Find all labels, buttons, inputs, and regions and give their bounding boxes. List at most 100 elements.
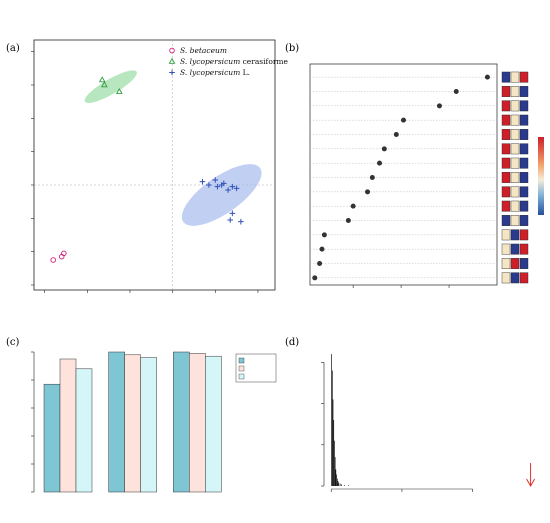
heatmap-cell bbox=[510, 129, 520, 140]
heatmap-cell bbox=[501, 215, 511, 226]
bar bbox=[124, 354, 141, 493]
heatmap-cell bbox=[501, 172, 511, 183]
panel-label-b: (b) bbox=[285, 43, 299, 54]
legend-species: S. betaceum bbox=[180, 46, 227, 55]
confidence-ellipse bbox=[181, 164, 262, 226]
heatmap-cell bbox=[510, 229, 520, 241]
histogram-bin bbox=[331, 370, 333, 486]
data-dot bbox=[381, 146, 387, 152]
legend-suffix: cerasiforme bbox=[240, 57, 288, 66]
data-point bbox=[214, 183, 221, 190]
bar bbox=[140, 357, 157, 493]
heatmap-cell bbox=[519, 272, 529, 284]
data-dot bbox=[393, 132, 399, 137]
plot-frame bbox=[33, 39, 276, 291]
confidence-ellipse bbox=[84, 70, 137, 103]
heatmap-cell bbox=[501, 200, 511, 212]
legend-suffix: L. bbox=[240, 68, 250, 77]
heatmap-cell bbox=[519, 229, 529, 241]
heatmap-cell bbox=[519, 186, 529, 198]
data-dot bbox=[345, 218, 351, 223]
histogram-bin bbox=[337, 481, 339, 486]
data-point bbox=[58, 253, 65, 260]
heatmap-cell bbox=[519, 100, 529, 112]
heatmap-cell bbox=[519, 71, 529, 83]
data-point bbox=[218, 182, 225, 188]
observed-arrow-head bbox=[526, 478, 536, 488]
heatmap-cell bbox=[501, 272, 511, 284]
legend-marker bbox=[169, 47, 175, 54]
histogram-bin bbox=[343, 485, 345, 486]
histogram-bin bbox=[336, 478, 338, 486]
bar bbox=[173, 351, 190, 493]
legend-entry: S. lycopersicum cerasiforme bbox=[180, 57, 289, 66]
histogram-bin bbox=[331, 354, 332, 486]
heatmap-cell bbox=[510, 186, 520, 198]
data-point bbox=[229, 210, 236, 217]
plot-frame bbox=[309, 63, 498, 286]
data-dot bbox=[321, 232, 327, 238]
panel-label-c: (c) bbox=[6, 337, 20, 348]
data-dot bbox=[484, 74, 490, 80]
histogram-bin bbox=[348, 485, 349, 486]
color-scale-bar bbox=[538, 137, 544, 215]
heatmap-cell bbox=[519, 129, 529, 140]
heatmap-cell bbox=[501, 258, 511, 269]
heatmap-cell bbox=[519, 215, 529, 226]
bar-chart-panel bbox=[31, 351, 277, 493]
legend-species: S. lycopersicum bbox=[180, 57, 240, 66]
heatmap-cell bbox=[510, 71, 520, 83]
histogram-bin bbox=[336, 474, 337, 486]
heatmap-cell bbox=[501, 229, 511, 241]
histogram-bin bbox=[334, 457, 336, 486]
heatmap-cell bbox=[519, 86, 529, 97]
dot-heatmap-panel bbox=[309, 63, 544, 288]
data-dot bbox=[401, 117, 406, 123]
histogram-bin bbox=[335, 469, 337, 486]
histogram-bin bbox=[333, 420, 335, 486]
histogram-bin bbox=[341, 484, 342, 486]
heatmap-cell bbox=[501, 243, 511, 255]
heatmap-cell bbox=[501, 129, 511, 140]
data-dot bbox=[317, 261, 323, 266]
heatmap-cell bbox=[510, 243, 520, 255]
data-dot bbox=[319, 246, 325, 252]
heatmap-cell bbox=[510, 200, 520, 212]
data-point bbox=[225, 187, 231, 193]
data-point bbox=[212, 177, 219, 183]
data-point bbox=[50, 257, 56, 263]
histogram-panel bbox=[321, 354, 536, 492]
heatmap-cell bbox=[501, 114, 511, 126]
heatmap-cell bbox=[510, 172, 520, 183]
data-point bbox=[229, 183, 236, 190]
legend-entry: S. lycopersicum L. bbox=[180, 68, 250, 77]
heatmap-cell bbox=[510, 143, 520, 155]
heatmap-cell bbox=[519, 200, 529, 212]
heatmap-cell bbox=[501, 100, 511, 112]
legend-marker bbox=[168, 57, 176, 64]
legend-entry: S. betaceum bbox=[180, 46, 227, 55]
heatmap-cell bbox=[519, 143, 529, 155]
data-dot bbox=[312, 275, 318, 281]
heatmap-cell bbox=[519, 172, 529, 183]
heatmap-cell bbox=[510, 114, 520, 126]
bar bbox=[108, 351, 125, 493]
panel-label-a: (a) bbox=[6, 43, 20, 54]
histogram-bin bbox=[332, 399, 334, 486]
legend-swatch bbox=[238, 373, 245, 380]
data-point bbox=[115, 87, 123, 94]
bar bbox=[43, 383, 61, 493]
data-point bbox=[98, 76, 106, 83]
heatmap-cell bbox=[501, 157, 511, 169]
data-point bbox=[206, 182, 212, 188]
heatmap-cell bbox=[510, 272, 520, 284]
bar bbox=[59, 358, 77, 493]
heatmap-cell bbox=[501, 143, 511, 155]
heatmap-cell bbox=[519, 243, 529, 255]
heatmap-cell bbox=[510, 258, 520, 269]
legend-swatch bbox=[238, 365, 245, 372]
data-dot bbox=[436, 103, 442, 109]
histogram-bin bbox=[339, 483, 341, 486]
